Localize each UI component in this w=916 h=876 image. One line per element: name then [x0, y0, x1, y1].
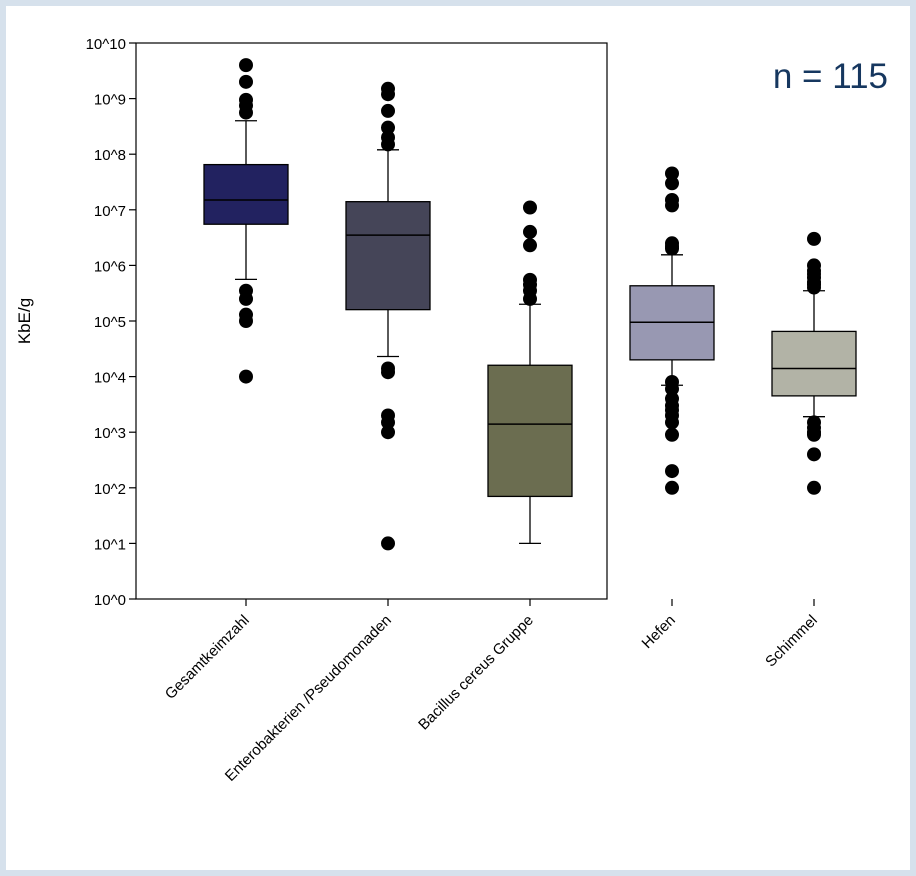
outlier-point [665, 381, 679, 396]
outlier-point [665, 480, 679, 495]
box-plot-chart: 10^0 10^1 10^2 10^3 10^4 10^5 10^6 10^7 10^8 10^9… [15, 36, 888, 785]
y-axis: 10^0 10^1 10^2 10^3 10^4 10^5 10^6 10^7 10^8 10^9… [86, 36, 136, 609]
outlier-point [807, 231, 821, 246]
box-group [345, 81, 431, 551]
outlier-point [807, 280, 821, 295]
outlier-point [523, 200, 537, 215]
boxes-layer [203, 58, 857, 551]
box [345, 201, 431, 311]
box-group [487, 200, 573, 545]
outlier-point [665, 176, 679, 191]
outlier-point [665, 464, 679, 479]
y-tick-label: 10^4 [94, 370, 126, 387]
outlier-point [665, 415, 679, 430]
sample-size-annotation: n = 115 [773, 57, 888, 96]
y-tick-label: 10^7 [94, 203, 126, 220]
outlier-point [381, 87, 395, 102]
outlier-point [381, 137, 395, 152]
box-group [629, 166, 715, 495]
outlier-point [807, 427, 821, 442]
outlier-point [381, 536, 395, 551]
y-tick-label: 10^10 [86, 36, 126, 53]
y-axis-label: KbE/g [15, 298, 34, 344]
box [771, 330, 857, 397]
outlier-point [381, 120, 395, 135]
box-group [771, 231, 857, 495]
outlier-point [381, 103, 395, 118]
outlier-point [665, 427, 679, 442]
y-tick-label: 10^1 [94, 536, 126, 553]
y-tick-label: 10^6 [94, 258, 126, 275]
x-tick-label: Schimmel [762, 612, 821, 671]
outlier-point [665, 241, 679, 256]
plot-area [135, 42, 608, 600]
box-group [203, 58, 289, 384]
x-tick-label: Enterobakterien /Pseudomonaden [222, 612, 395, 785]
y-tick-label: 10^5 [94, 314, 126, 331]
outlier-point [807, 480, 821, 495]
y-tick-label: 10^0 [94, 592, 126, 609]
outlier-point [381, 365, 395, 380]
x-tick-label: Hefen [639, 612, 679, 652]
x-tick-label: Gesamtkeimzahl [162, 612, 253, 703]
outlier-point [239, 291, 253, 306]
outlier-point [239, 314, 253, 328]
chart-frame: 10^0 10^1 10^2 10^3 10^4 10^5 10^6 10^7 10^8 10^9… [6, 6, 910, 870]
outlier-point [665, 166, 679, 181]
outlier-point [523, 224, 537, 239]
box [487, 364, 573, 498]
y-tick-label: 10^8 [94, 147, 126, 164]
box [203, 163, 289, 225]
outlier-point [523, 238, 537, 253]
outlier-point [523, 291, 537, 306]
outlier-point [381, 425, 395, 440]
outlier-point [239, 74, 253, 89]
outlier-point [807, 447, 821, 462]
y-tick-label: 10^9 [94, 92, 126, 109]
x-tick-label: Bacillus cereus Gruppe [415, 612, 537, 734]
outlier-point [239, 58, 253, 73]
outlier-point [665, 198, 679, 213]
y-tick-label: 10^3 [94, 425, 126, 442]
y-tick-label: 10^2 [94, 481, 126, 498]
outlier-point [381, 415, 395, 430]
outlier-point [239, 105, 253, 120]
outlier-point [239, 369, 253, 384]
